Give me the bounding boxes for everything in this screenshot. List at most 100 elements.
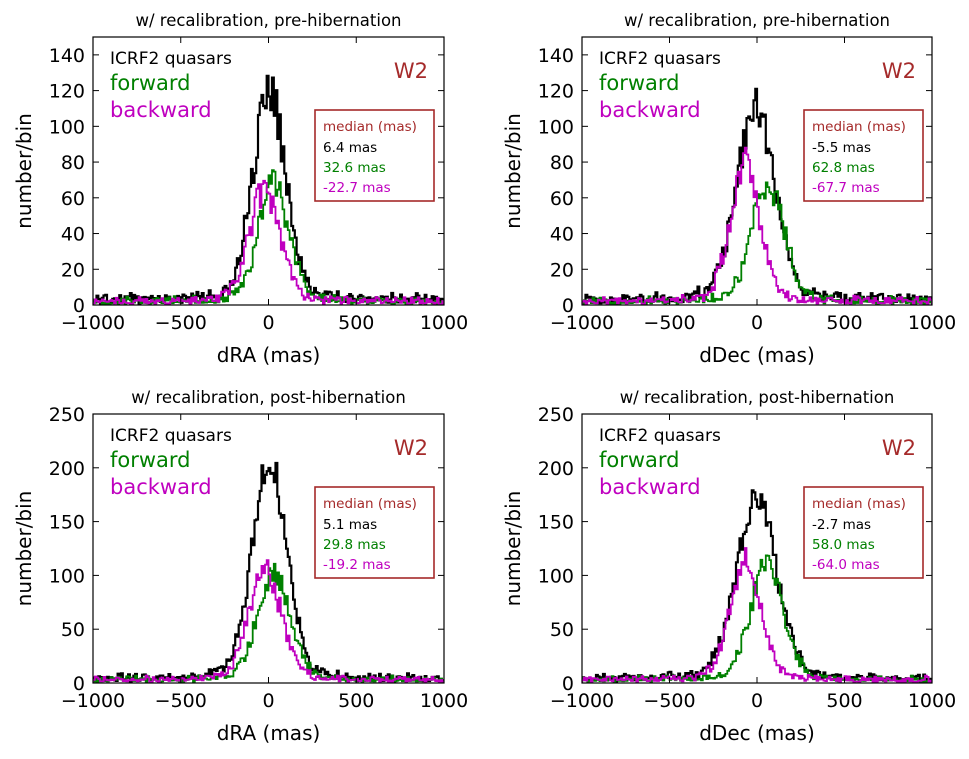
median-value-forward: 62.8 mas [812, 160, 875, 176]
x-tick-label: −500 [155, 312, 207, 334]
x-tick-label: −500 [643, 312, 695, 334]
legend-entry-backward: backward [599, 475, 701, 499]
x-tick-label: −500 [155, 690, 207, 712]
x-tick-label: 0 [751, 312, 763, 334]
y-axis-label: number/bin [12, 491, 36, 607]
median-box-title: median (mas) [323, 496, 417, 512]
x-tick-label: 500 [338, 690, 374, 712]
legend-entry-icrf2-quasars: ICRF2 quasars [599, 426, 721, 446]
x-axis-label: dRA (mas) [217, 721, 321, 745]
y-tick-label: 40 [61, 224, 85, 246]
y-tick-label: 140 [49, 45, 85, 67]
histogram-forward [93, 169, 444, 305]
y-tick-label: 150 [538, 512, 574, 534]
x-tick-label: −1000 [61, 690, 125, 712]
median-value-icrf2-quasars: -2.7 mas [812, 517, 871, 533]
y-axis-label: number/bin [501, 113, 525, 229]
chart-panel-1: −1000 −500 0 500 1000 0 20 40 60 80 100 120 140 w/ re… [12, 11, 468, 367]
band-label: W2 [394, 436, 428, 460]
chart-title: w/ recalibration, pre-hibernation [135, 11, 401, 30]
y-tick-label: 50 [550, 619, 574, 641]
x-tick-label: −1000 [550, 690, 614, 712]
legend-entry-icrf2-quasars: ICRF2 quasars [110, 426, 232, 446]
legend-entry-icrf2-quasars: ICRF2 quasars [110, 49, 232, 69]
x-axis-label: dDec (mas) [699, 343, 815, 367]
y-tick-label: 50 [61, 619, 85, 641]
x-tick-label: 1000 [420, 690, 468, 712]
y-tick-label: 100 [538, 116, 574, 138]
chart-title: w/ recalibration, post-hibernation [620, 388, 895, 407]
x-tick-label: 1000 [908, 690, 956, 712]
y-axis-label: number/bin [501, 491, 525, 607]
x-tick-label: −500 [643, 690, 695, 712]
band-label: W2 [882, 436, 916, 460]
median-box [803, 486, 924, 579]
histogram-backward [93, 179, 444, 305]
y-tick-label: 20 [61, 259, 85, 281]
y-tick-label: 100 [49, 116, 85, 138]
median-value-icrf2-quasars: 6.4 mas [323, 140, 377, 156]
histogram-backward [582, 146, 932, 305]
median-value-backward: -19.2 mas [323, 557, 391, 573]
median-value-forward: 58.0 mas [812, 537, 875, 553]
y-tick-label: 100 [49, 565, 85, 587]
y-tick-label: 120 [49, 81, 85, 103]
legend-entry-forward: forward [599, 448, 680, 472]
x-tick-label: 0 [751, 690, 763, 712]
y-tick-label: 200 [49, 458, 85, 480]
y-tick-label: 250 [49, 404, 85, 426]
median-value-forward: 29.8 mas [323, 537, 386, 553]
x-axis-label: dDec (mas) [699, 721, 815, 745]
legend-entry-forward: forward [599, 71, 680, 95]
chart-panel-4: −1000 −500 0 500 1000 0 50 100 150 200 250 w/ recal… [501, 388, 956, 745]
chart-panel-3: −1000 −500 0 500 1000 0 50 100 150 200 250 w/ recal… [12, 388, 468, 745]
x-axis-label: dRA (mas) [217, 343, 321, 367]
chart-title: w/ recalibration, pre-hibernation [624, 11, 890, 30]
median-box-title: median (mas) [812, 119, 906, 135]
histogram-backward [93, 559, 444, 683]
legend-entry-backward: backward [110, 475, 212, 499]
y-tick-label: 100 [538, 565, 574, 587]
median-box-title: median (mas) [812, 496, 906, 512]
x-tick-label: 1000 [908, 312, 956, 334]
x-tick-label: 500 [338, 312, 374, 334]
y-tick-label: 40 [550, 224, 574, 246]
legend-entry-icrf2-quasars: ICRF2 quasars [599, 49, 721, 69]
median-value-icrf2-quasars: 5.1 mas [323, 517, 377, 533]
y-axis-label: number/bin [12, 113, 36, 229]
y-tick-label: 150 [49, 512, 85, 534]
y-tick-label: 140 [538, 45, 574, 67]
x-tick-label: 1000 [420, 312, 468, 334]
y-tick-label: 80 [550, 152, 574, 174]
legend-entry-backward: backward [599, 98, 701, 122]
y-tick-label: 60 [61, 188, 85, 210]
median-box-title: median (mas) [323, 119, 417, 135]
y-tick-label: 80 [61, 152, 85, 174]
median-box [314, 109, 435, 202]
y-tick-label: 200 [538, 458, 574, 480]
histogram-forward [93, 562, 444, 683]
y-tick-label: 60 [550, 188, 574, 210]
x-tick-label: 0 [262, 690, 274, 712]
x-tick-label: 500 [826, 690, 862, 712]
x-tick-label: −1000 [61, 312, 125, 334]
median-value-forward: 32.6 mas [323, 160, 386, 176]
x-tick-label: −1000 [550, 312, 614, 334]
legend-entry-forward: forward [110, 448, 191, 472]
median-box [314, 486, 435, 579]
histogram-backward [582, 547, 932, 683]
band-label: W2 [882, 59, 916, 83]
median-box [803, 109, 924, 202]
median-value-backward: -22.7 mas [323, 180, 391, 196]
median-value-backward: -64.0 mas [812, 557, 880, 573]
band-label: W2 [394, 59, 428, 83]
y-tick-label: 0 [73, 673, 85, 695]
median-value-backward: -67.7 mas [812, 180, 880, 196]
y-tick-label: 120 [538, 81, 574, 103]
y-tick-label: 0 [562, 673, 574, 695]
y-tick-label: 250 [538, 404, 574, 426]
legend-entry-backward: backward [110, 98, 212, 122]
y-tick-label: 0 [562, 295, 574, 317]
chart-title: w/ recalibration, post-hibernation [131, 388, 406, 407]
